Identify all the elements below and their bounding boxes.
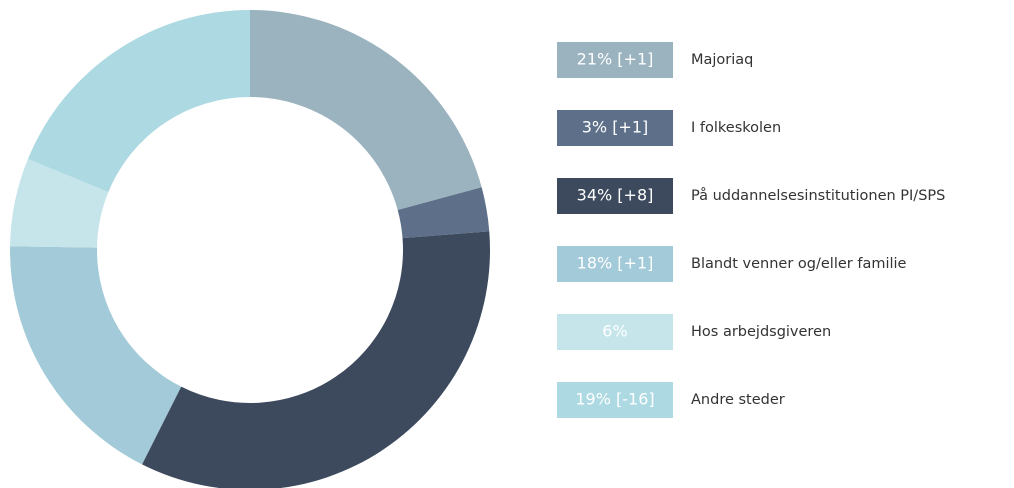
legend-label: Hos arbejdsgiveren <box>691 324 831 340</box>
legend-label: I folkeskolen <box>691 120 781 136</box>
legend-swatch <box>557 382 673 418</box>
value-label: 19% [-16] <box>575 390 654 409</box>
legend-swatch <box>557 246 673 282</box>
legend-swatch <box>557 314 673 350</box>
legend-label: Blandt venner og/eller familie <box>691 256 907 272</box>
value-label: 3% [+1] <box>582 118 649 137</box>
donut-segment <box>397 187 490 239</box>
donut-segment <box>142 231 490 488</box>
legend-swatch <box>557 42 673 78</box>
value-label: 18% [+1] <box>577 254 654 273</box>
legend-label: Andre steder <box>691 392 785 408</box>
legend-swatch <box>557 178 673 214</box>
value-label: 34% [+8] <box>577 186 654 205</box>
donut-segment <box>10 246 182 465</box>
legend-swatch <box>557 110 673 146</box>
donut-segment <box>10 159 109 248</box>
legend-label: Majoriaq <box>691 52 753 68</box>
legend-label: På uddannelsesinstitutionen PI/SPS <box>691 187 945 204</box>
value-label: 21% [+1] <box>577 50 654 69</box>
donut-segment <box>250 10 482 211</box>
donut-segment <box>27 10 251 192</box>
value-label: 6% <box>602 322 627 341</box>
